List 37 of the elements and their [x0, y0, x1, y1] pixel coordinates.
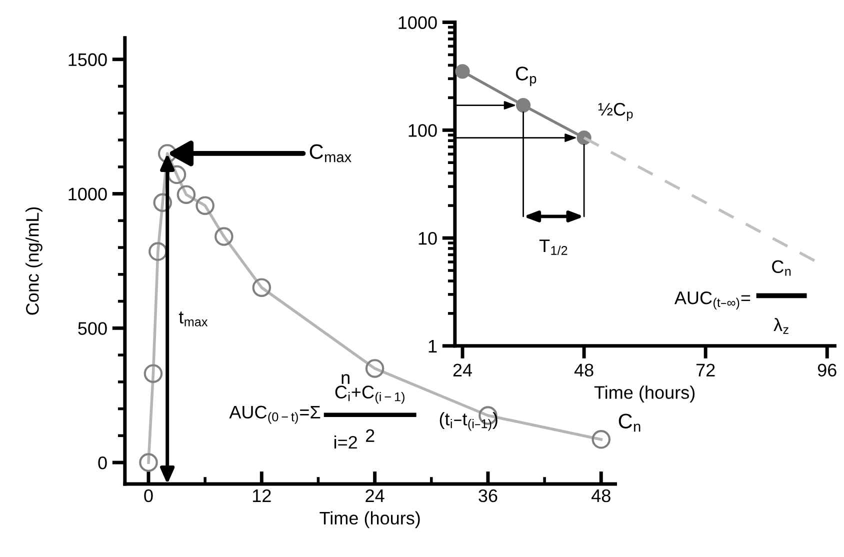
annotation: AUC$_{(t–∞)}$= [674, 291, 750, 310]
x-tick-label: 72 [696, 364, 715, 376]
annotation: T$_{1/2}$ [539, 240, 568, 255]
y-axis-title: Conc (ng/mL) [26, 207, 42, 315]
annotation: C$_{p}$ [516, 66, 536, 86]
y-tick-label: 100 [408, 124, 437, 137]
x-axis-title: Time (hours) [320, 511, 420, 528]
annotation: λ$_{z}$ [774, 318, 788, 334]
y-tick-label: 10 [418, 232, 437, 245]
y-tick-label: 1000 [398, 16, 437, 29]
x-tick-label: 96 [818, 364, 836, 377]
x-tick-label: 0 [144, 489, 153, 502]
annotation: 2 [366, 429, 374, 442]
annotation: ½C$_{p}$ [598, 102, 633, 121]
y-tick-label: 1500 [68, 53, 107, 66]
annotation: t$_{max}$ [178, 312, 208, 326]
annotation: n [342, 374, 350, 384]
x-tick-label: 36 [478, 489, 498, 502]
point [455, 64, 470, 79]
x-tick-label: 48 [592, 489, 610, 502]
annotation: AUC$_{(0−t)}$=Σ [229, 406, 320, 424]
annotation: C$_{n}$ [618, 414, 640, 432]
point [516, 98, 531, 113]
x-tick-label: 24 [366, 489, 384, 502]
annotation: C$_{n}$ [772, 260, 791, 276]
y-tick-label: 1 [428, 340, 437, 352]
y-tick-label: 1000 [68, 188, 107, 200]
x-tick-label: 24 [453, 364, 472, 376]
annotation: C$_{i}$+C$_{(i−1)}$ [335, 386, 404, 404]
annotation: (t$_{i}$–t$_{(i–1)}$) [440, 412, 498, 431]
y-tick-label: 0 [98, 456, 107, 470]
x-tick-label: 48 [574, 364, 594, 377]
x-tick-label: 12 [252, 489, 271, 502]
x-axis-title: Time (hours) [594, 386, 695, 402]
annotation: C$_{max}$ [310, 144, 352, 162]
annotation: i=2 [334, 435, 357, 449]
y-tick-label: 500 [78, 322, 107, 335]
